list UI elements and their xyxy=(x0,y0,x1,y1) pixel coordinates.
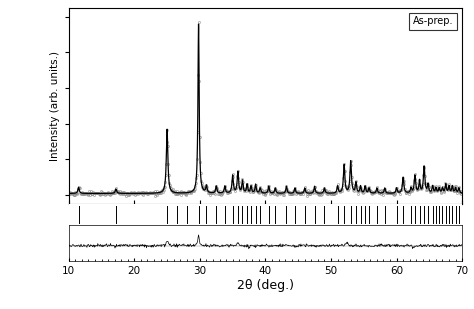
X-axis label: 2θ (deg.): 2θ (deg.) xyxy=(237,279,294,292)
Legend: As-prep.: As-prep. xyxy=(409,13,457,30)
Y-axis label: Intensity (arb. units.): Intensity (arb. units.) xyxy=(50,51,60,161)
